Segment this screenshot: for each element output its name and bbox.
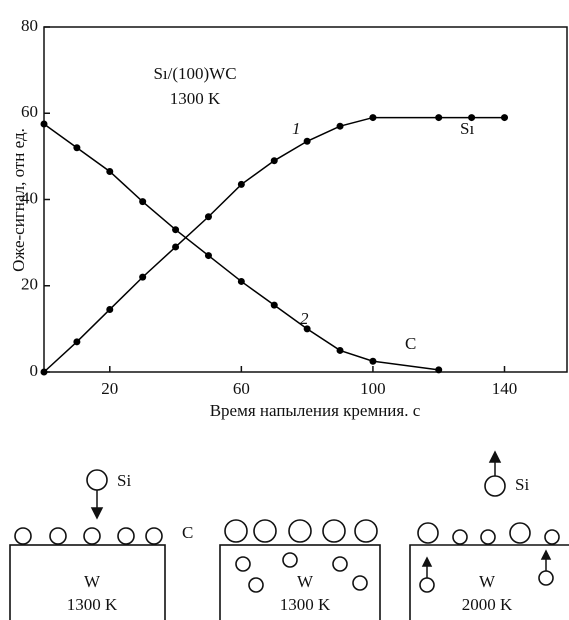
- data-point: [501, 114, 508, 121]
- data-point: [337, 123, 344, 130]
- x-tick-label: 100: [360, 379, 386, 398]
- series-line: [44, 124, 439, 370]
- annotation: Sı: [460, 119, 474, 138]
- data-point: [41, 369, 48, 376]
- data-point: [205, 213, 212, 220]
- data-point: [73, 338, 80, 345]
- x-tick-label: 140: [492, 379, 518, 398]
- y-tick-label: 60: [21, 102, 38, 121]
- page: Оже-сигнал, отн ед. Время напыления крем…: [0, 0, 569, 620]
- y-tick-label: 40: [21, 188, 38, 207]
- data-point: [172, 226, 179, 233]
- diagram: Si Si C W 1300 K W 1300 K W 2000 K: [10, 452, 569, 620]
- substrate-label: W: [297, 572, 314, 591]
- data-point: [205, 252, 212, 259]
- temperature-label: 2000 K: [462, 595, 513, 614]
- data-point: [238, 181, 245, 188]
- data-point: [435, 114, 442, 121]
- temperature-label: 1300 K: [67, 595, 118, 614]
- annotation: C: [405, 334, 416, 353]
- data-point: [139, 198, 146, 205]
- data-point: [271, 157, 278, 164]
- data-point: [369, 114, 376, 121]
- data-point: [304, 138, 311, 145]
- annotation: Sı/(100)WC: [153, 64, 236, 83]
- data-point: [106, 168, 113, 175]
- y-tick-label: 0: [30, 361, 39, 380]
- surface-label: C: [182, 523, 193, 542]
- data-point: [106, 306, 113, 313]
- x-axis-label: Время напыления кремния. с: [210, 401, 421, 420]
- x-tick-label: 20: [101, 379, 118, 398]
- data-point: [435, 366, 442, 373]
- series-line: [44, 118, 505, 372]
- data-point: [337, 347, 344, 354]
- substrate-label: W: [84, 572, 101, 591]
- data-point: [139, 274, 146, 281]
- annotation: 1300 K: [170, 89, 221, 108]
- figure: Оже-сигнал, отн ед. Время напыления крем…: [0, 0, 569, 620]
- y-tick-label: 80: [21, 16, 38, 35]
- data-point: [304, 325, 311, 332]
- data-point: [73, 144, 80, 151]
- data-point: [41, 121, 48, 128]
- data-point: [172, 243, 179, 250]
- data-point: [271, 302, 278, 309]
- x-tick-label: 60: [233, 379, 250, 398]
- substrate-label: W: [479, 572, 496, 591]
- data-point: [238, 278, 245, 285]
- data-point: [468, 114, 475, 121]
- adatom-label: Si: [515, 475, 529, 494]
- temperature-label: 1300 K: [280, 595, 331, 614]
- data-point: [369, 358, 376, 365]
- adatom-label: Si: [117, 471, 131, 490]
- series-label: 1: [292, 119, 301, 138]
- y-tick-label: 20: [21, 275, 38, 294]
